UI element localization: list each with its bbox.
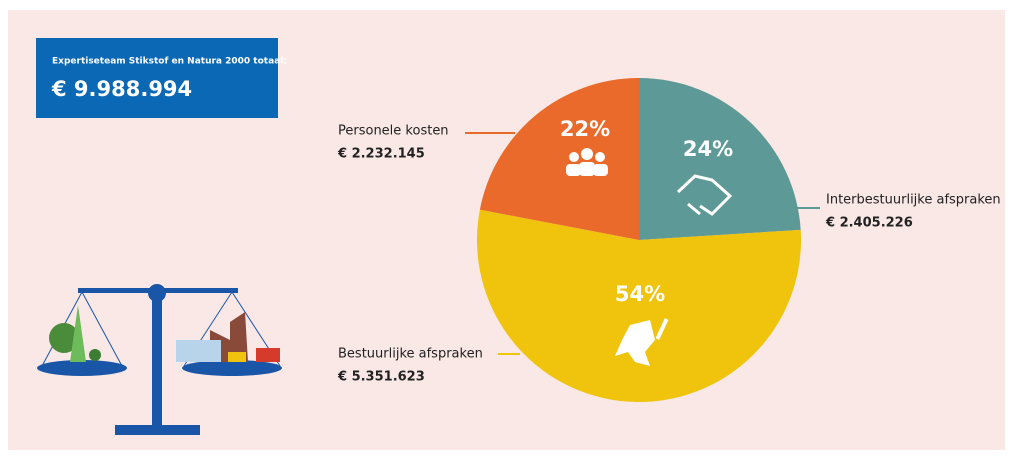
pie-slice [639, 78, 801, 240]
amount-label: € 2.405.226 [825, 216, 913, 231]
total-header: Expertiseteam Stikstof en Natura 2000 to… [52, 57, 287, 67]
balance-illustration [37, 284, 282, 435]
category-label: Personele kosten [338, 124, 449, 139]
category-label: Bestuurlijke afspraken [338, 347, 483, 362]
category-label: Interbestuurlijke afspraken [826, 193, 1001, 208]
map-icon [615, 318, 669, 366]
total-amount: € 9.988.994 [51, 77, 192, 101]
percent-label: 24% [683, 137, 733, 161]
pie-slice [477, 209, 801, 402]
amount-label: € 5.351.623 [337, 370, 425, 385]
percent-label: 22% [560, 117, 610, 141]
handshake-icon [676, 174, 733, 216]
amount-label: € 2.232.145 [337, 147, 425, 162]
people-icon [566, 148, 608, 176]
total-box [36, 38, 278, 118]
percent-label: 54% [615, 282, 665, 306]
pie-slice [479, 78, 639, 240]
